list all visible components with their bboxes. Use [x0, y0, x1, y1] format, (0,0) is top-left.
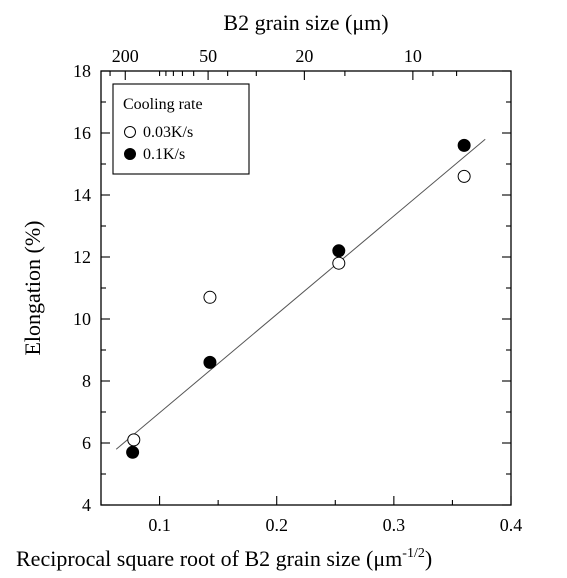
x-axis-title-unit: μm	[373, 546, 402, 571]
y-tick-label: 16	[73, 123, 91, 143]
legend-title: Cooling rate	[123, 96, 203, 113]
open-point	[457, 169, 471, 183]
filled-point	[457, 138, 471, 152]
x-axis-title-exponent: -1/2	[402, 546, 425, 561]
legend-box	[112, 83, 250, 175]
plot-frame	[100, 70, 512, 506]
x-tick-label: 0.4	[500, 515, 523, 535]
x-axis-title-paren: )	[425, 546, 432, 571]
filled-point	[126, 445, 140, 459]
open-point	[127, 433, 141, 447]
top-axis-title: B2 grain size (μm)	[223, 10, 388, 35]
y-tick-label: 4	[82, 495, 91, 515]
top-tick-label: 10	[404, 46, 422, 66]
legend: Cooling rate 0.03K/s 0.1K/s	[112, 83, 250, 175]
y-tick-label: 10	[73, 309, 91, 329]
filled-point	[332, 244, 346, 258]
y-axis-title: Elongation (%)	[20, 220, 45, 355]
y-tick-label: 14	[73, 185, 91, 205]
y-tick-label: 12	[73, 247, 91, 267]
x-axis-title-main: Reciprocal square root of B2 grain size	[16, 546, 361, 571]
fit-line-layer	[115, 138, 486, 450]
x-tick-label: 0.3	[383, 515, 406, 535]
y-tick-label: 8	[82, 371, 91, 391]
data-points	[126, 138, 471, 459]
legend-open-marker	[124, 126, 136, 138]
fit-line	[115, 138, 486, 450]
open-point	[203, 290, 217, 304]
x-axis-title-paren: (	[361, 546, 374, 571]
y-tick-label: 6	[82, 433, 91, 453]
legend-label: 0.1K/s	[143, 146, 185, 163]
x-tick-label: 0.1	[148, 515, 171, 535]
axis-titles: B2 grain size (μm) Elongation (%) Reciproc…	[16, 10, 432, 571]
tick-labels: 0.1 0.2 0.3 0.4 4 6 8 10 12 14 16 18 200 50 20 10	[73, 46, 522, 535]
open-point	[332, 256, 346, 270]
legend-filled-marker	[124, 148, 136, 160]
top-tick-label: 50	[199, 46, 217, 66]
x-axis-title: Reciprocal square root of B2 grain size …	[16, 546, 432, 571]
x-tick-label: 0.2	[265, 515, 288, 535]
filled-point	[203, 355, 217, 369]
legend-label: 0.03K/s	[143, 124, 193, 141]
y-tick-label: 18	[73, 61, 91, 81]
top-tick-label: 20	[295, 46, 313, 66]
top-tick-label: 200	[112, 46, 139, 66]
